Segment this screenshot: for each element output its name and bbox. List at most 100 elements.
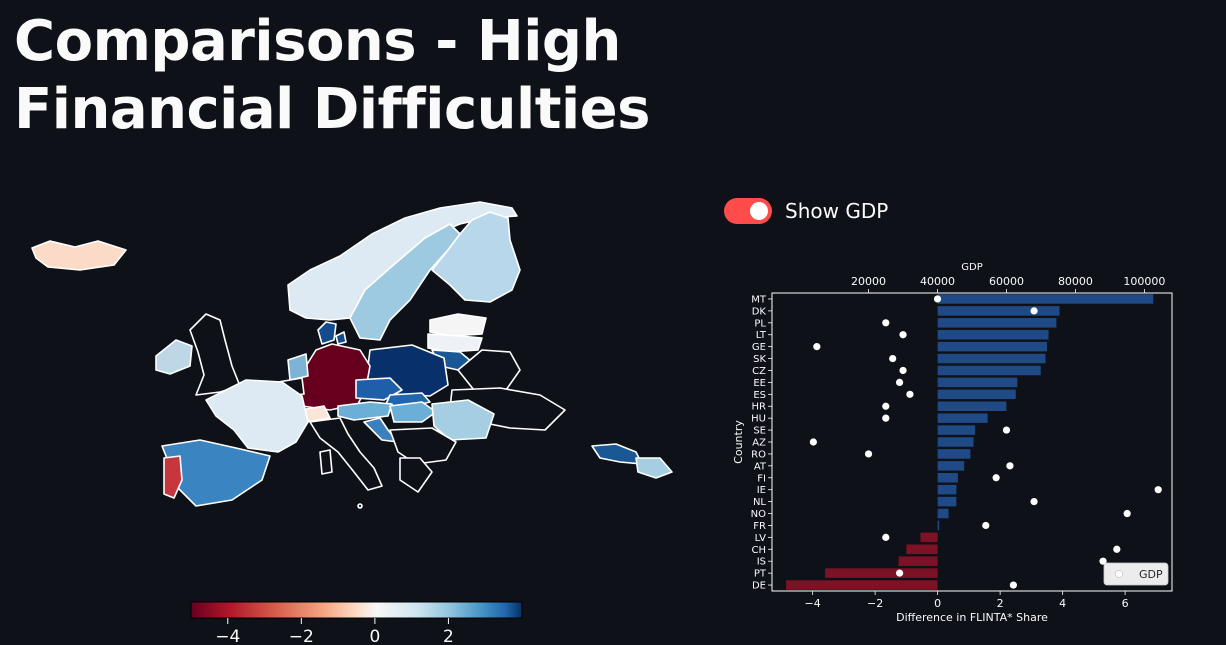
- map-region-greece: [399, 457, 433, 493]
- bar: [937, 472, 958, 483]
- map-region-netherlands: [287, 353, 309, 381]
- y-tick-label: LV: [755, 533, 766, 544]
- y-tick-label: ES: [753, 390, 766, 401]
- x2-tick-label: 40000: [920, 275, 955, 288]
- map-region-austria: [337, 401, 393, 421]
- y-tick-label: LT: [756, 330, 767, 341]
- gdp-point: [1113, 545, 1121, 553]
- bars: [786, 294, 1154, 590]
- bar: [937, 341, 1047, 352]
- x2-tick-label: 60000: [989, 275, 1024, 288]
- map-region-azerbaijan: [635, 457, 673, 479]
- bar: [937, 389, 1016, 400]
- bar: [906, 544, 938, 555]
- show-gdp-toggle-row[interactable]: Show GDP: [724, 198, 888, 224]
- map-region-finland: [431, 211, 521, 303]
- legend-label: GDP: [1139, 568, 1163, 581]
- gdp-point: [992, 474, 1000, 482]
- bar: [937, 353, 1046, 364]
- x-ticks: −4 −2 0 2 4 6: [805, 591, 1129, 610]
- europe-choropleth-map: [31, 201, 673, 509]
- gdp-point: [899, 331, 907, 339]
- gdp-point: [1009, 581, 1017, 589]
- gdp-point: [813, 343, 821, 351]
- gdp-point: [1099, 557, 1107, 565]
- bar: [937, 461, 965, 471]
- toggle-label: Show GDP: [785, 199, 889, 223]
- x2-ticks: 20000 40000 60000 80000 100000: [851, 275, 1165, 293]
- y-tick-label: HU: [751, 414, 766, 425]
- toggle-knob: [750, 202, 768, 220]
- map-region-latvia: [427, 333, 483, 353]
- x-tick-label: 2: [997, 597, 1004, 610]
- y-ticks: MTDKPLLTGESKCZEEESHRHUSEAZROATFIIENLNOFR…: [751, 294, 772, 592]
- gdp-points: [809, 295, 1162, 589]
- map-region-germany: [297, 343, 371, 411]
- y-tick-label: DK: [752, 306, 767, 317]
- bar: [937, 425, 976, 435]
- x-tick-label: 0: [934, 597, 941, 610]
- gdp-point: [889, 354, 897, 363]
- colorbar-ticks: −4 −2 0 2: [215, 618, 454, 645]
- bar: [937, 520, 940, 531]
- map-region-iceland: [31, 240, 127, 271]
- map-region-sardinia: [319, 449, 333, 475]
- map-region-belarus: [457, 349, 521, 391]
- gdp-point: [882, 533, 890, 541]
- x2-tick-label: 100000: [1123, 275, 1165, 288]
- colorbar-tick-label: −2: [289, 627, 314, 645]
- x-axis-label: Difference in FLINTA* Share: [896, 611, 1048, 624]
- bar: [937, 377, 1018, 388]
- gdp-point: [1154, 486, 1162, 494]
- legend-box: [1103, 562, 1169, 586]
- map-region-hungary: [389, 401, 437, 423]
- bar: [937, 449, 971, 459]
- map-region-georgia: [591, 443, 643, 465]
- y-tick-label: FR: [753, 521, 766, 532]
- map-colorbar: −4 −2 0 2: [190, 601, 523, 645]
- map-region-great-britain: [189, 313, 241, 396]
- page-title: Comparisons - High Financial Difficultie…: [14, 9, 650, 142]
- y-tick-label: HR: [752, 402, 767, 413]
- bar: [937, 294, 1154, 304]
- gdp-point: [882, 402, 890, 410]
- gdp-point: [882, 414, 890, 422]
- bar: [937, 365, 1041, 376]
- bar: [937, 318, 1057, 328]
- colorbar-tick-label: −4: [215, 627, 240, 645]
- gdp-point: [864, 450, 873, 458]
- bar: [937, 484, 957, 495]
- gdp-point: [809, 438, 817, 446]
- x-tick-label: −2: [867, 597, 883, 610]
- y-tick-label: RO: [751, 449, 766, 460]
- x-tick-label: −4: [805, 597, 821, 610]
- y-axis-label: Country: [732, 420, 745, 464]
- y-tick-label: CZ: [752, 366, 766, 377]
- gdp-point: [882, 319, 890, 327]
- map-region-malta: [357, 503, 363, 509]
- y-tick-label: PL: [754, 318, 766, 329]
- gdp-point: [906, 390, 914, 398]
- y-tick-label: GE: [752, 342, 766, 353]
- y-tick-label: NL: [753, 497, 766, 508]
- show-gdp-toggle[interactable]: [724, 198, 772, 224]
- gdp-point: [1123, 509, 1131, 518]
- colorbar-tick-label: 0: [369, 627, 380, 645]
- comparison-bar-chart: MTDKPLLTGESKCZEEESHRHUSEAZROATFIIENLNOFR…: [732, 262, 1173, 624]
- gdp-point: [933, 295, 942, 303]
- bar: [937, 508, 949, 519]
- bar: [920, 532, 938, 543]
- bar: [937, 437, 974, 447]
- bar: [937, 329, 1049, 340]
- bar: [825, 568, 938, 578]
- y-tick-label: PT: [754, 569, 767, 580]
- x2-axis-label: GDP: [961, 262, 982, 273]
- bar: [937, 496, 957, 507]
- bar: [937, 413, 988, 423]
- bar: [898, 556, 938, 566]
- gdp-point: [1006, 462, 1014, 470]
- colorbar-gradient: [190, 601, 523, 619]
- gdp-point: [895, 378, 904, 386]
- gdp-point: [1002, 426, 1011, 434]
- x2-tick-label: 80000: [1058, 275, 1093, 288]
